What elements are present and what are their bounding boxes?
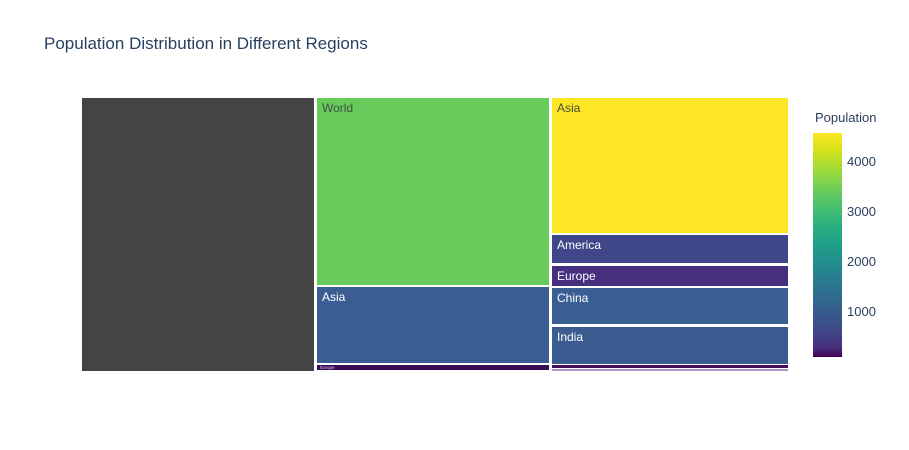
colorbar-tick-1000: 1000: [847, 304, 876, 319]
icicle-tile-label: India: [557, 329, 584, 344]
icicle-tile-label: Asia: [557, 101, 581, 115]
icicle-tile-europe-child-a[interactable]: [552, 365, 788, 368]
icicle-tile-label: World: [322, 101, 354, 115]
icicle-tile-india[interactable]: India: [552, 326, 788, 364]
icicle-tile-world[interactable]: World: [317, 98, 549, 285]
icicle-tile-label: Europe: [320, 364, 335, 370]
icicle-tile-root[interactable]: [82, 98, 314, 371]
icicle-tile-asia[interactable]: Asia: [552, 98, 788, 233]
icicle-tile-label: China: [557, 291, 589, 305]
icicle-tile-asia-level1[interactable]: Asia: [317, 287, 549, 363]
colorbar-tick-2000: 2000: [847, 254, 876, 269]
icicle-tile-china[interactable]: China: [552, 288, 788, 324]
colorbar-gradient: [813, 133, 842, 357]
icicle-tile-america[interactable]: America: [552, 235, 788, 263]
icicle-tile-label: Asia: [322, 290, 346, 304]
colorbar-tick-4000: 4000: [847, 154, 876, 169]
icicle-tile-europe-level1[interactable]: Europe: [317, 364, 549, 370]
icicle-tile-label: America: [557, 238, 602, 252]
icicle-tile-label: Europe: [557, 268, 596, 283]
icicle-tile-europe[interactable]: Europe: [552, 265, 788, 286]
chart-title: Population Distribution in Different Reg…: [44, 34, 368, 53]
colorbar-tick-3000: 3000: [847, 204, 876, 219]
colorbar-title: Population: [815, 110, 877, 125]
icicle-tile-europe-child-b[interactable]: [552, 368, 788, 371]
